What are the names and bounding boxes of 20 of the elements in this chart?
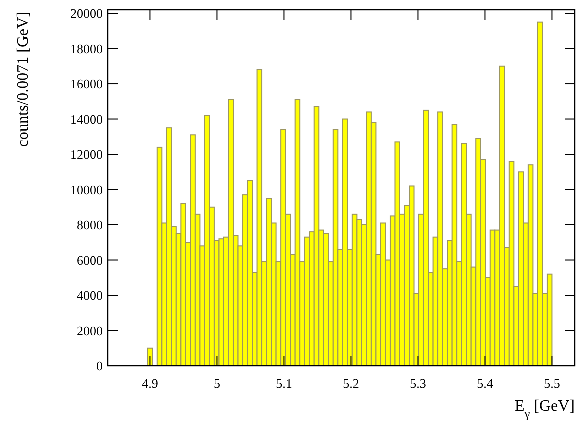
y-tick-label: 20000 (70, 6, 103, 22)
y-axis-title: counts/0.0071 [GeV] (15, 12, 32, 148)
x-tick-label: 5 (214, 376, 220, 391)
y-tick-label: 16000 (70, 76, 103, 92)
x-tick-label: 5.3 (410, 376, 426, 391)
x-tick-label: 5.5 (544, 376, 560, 391)
y-tick-label: 4000 (77, 288, 103, 304)
y-tick-label: 14000 (70, 112, 103, 127)
y-tick-label: 0 (96, 358, 103, 374)
x-tick-label: 5.4 (477, 376, 494, 391)
y-tick-label: 8000 (77, 218, 103, 233)
x-tick-label: 4.9 (142, 376, 158, 391)
x-tick-label: 5.1 (276, 376, 292, 391)
y-tick-label: 2000 (77, 323, 103, 338)
y-tick-label: 12000 (70, 147, 103, 162)
x-axis-title: E$_{γ}$ [GeV] (515, 398, 575, 421)
y-tick-label: 10000 (70, 182, 103, 198)
x-tick-label: 5.2 (343, 376, 360, 391)
y-tick-label: 18000 (70, 41, 103, 56)
y-tick-label: 6000 (77, 252, 103, 268)
